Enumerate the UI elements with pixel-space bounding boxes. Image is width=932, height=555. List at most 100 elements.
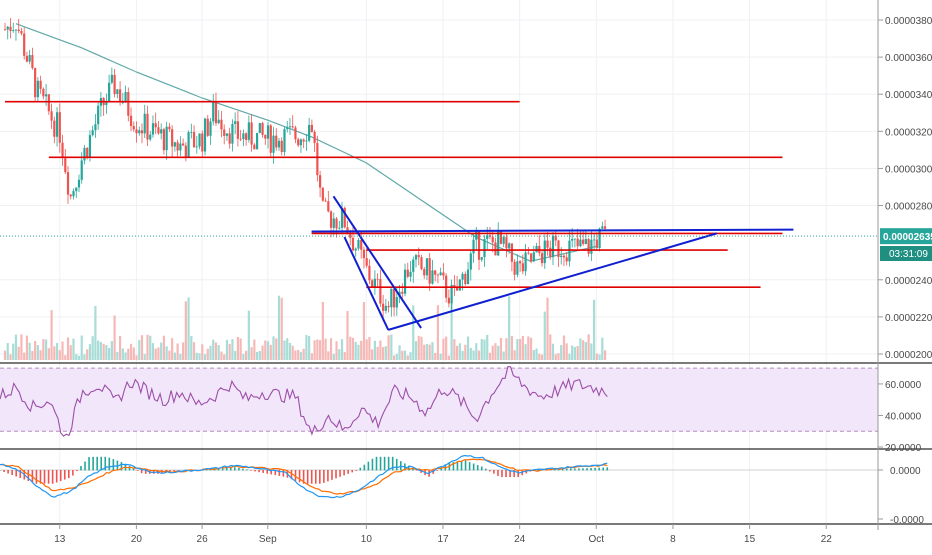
volume-bar — [390, 334, 393, 360]
rsi-axis[interactable]: 60.0000 40.0000 20.0000 — [878, 380, 922, 454]
time-axis[interactable]: 13 20 26 Sep 10 17 24 Oct 8 15 22 — [54, 524, 832, 545]
candle-body — [168, 126, 171, 130]
macd-histogram-bar — [371, 458, 374, 471]
candle-body — [110, 74, 113, 83]
volume-bar — [25, 335, 29, 360]
macd-histogram-bar — [0, 470, 1, 471]
candle-body — [288, 126, 292, 128]
candle-body — [12, 30, 15, 32]
volume-bar — [132, 347, 135, 360]
volume-bar — [354, 341, 357, 360]
volume-bar — [55, 343, 59, 360]
candle-body — [61, 142, 64, 159]
rsi-pane[interactable] — [0, 365, 878, 437]
candle-body — [360, 239, 363, 250]
candle-body — [332, 218, 335, 228]
volume-bar — [12, 343, 15, 360]
candle-body — [264, 134, 267, 139]
volume-bar — [165, 346, 168, 360]
volume-bar — [373, 340, 376, 360]
volume-bar — [149, 335, 152, 360]
volume-bar — [582, 340, 585, 360]
volume-bars — [3, 295, 607, 360]
candle-body — [184, 145, 187, 157]
macd-histogram-bar — [464, 460, 467, 471]
volume-bar — [127, 348, 130, 360]
macd-histogram-bar — [55, 470, 58, 483]
macd-histogram-bar — [420, 470, 422, 473]
macd-histogram-bar — [436, 470, 439, 471]
candle-body — [151, 123, 155, 135]
candle-body — [472, 239, 475, 254]
trend-line-1[interactable] — [332, 195, 422, 329]
candle-body — [127, 91, 130, 116]
trend-line-0[interactable] — [311, 228, 794, 233]
volume-bar — [382, 347, 385, 360]
candle-body — [357, 239, 360, 249]
macd-histogram-bar — [246, 469, 248, 471]
macd-histogram-bar — [480, 466, 483, 471]
volume-bar — [108, 347, 111, 360]
volume-bar — [338, 349, 341, 360]
macd-pane[interactable] — [0, 454, 878, 499]
macd-histogram-bar — [460, 460, 463, 471]
volume-bar — [239, 338, 242, 360]
macd-line — [0, 454, 608, 499]
volume-bar — [565, 343, 568, 360]
volume-bar — [329, 338, 333, 360]
volume-bar — [579, 338, 582, 360]
volume-bar — [206, 348, 209, 360]
candle-body — [171, 129, 174, 147]
candle-body — [365, 258, 368, 266]
volume-bar — [590, 343, 593, 360]
volume-bar — [266, 341, 270, 360]
macd-histogram-bar — [509, 470, 511, 478]
macd-histogram-bar — [343, 470, 345, 476]
macd-histogram-bar — [432, 470, 434, 474]
macd-axis[interactable]: 0.0000 -0.0000 — [878, 466, 924, 526]
volume-bar — [247, 310, 250, 360]
macd-histogram-bar — [136, 470, 139, 471]
volume-bar — [88, 344, 92, 360]
macd-histogram-bar — [234, 467, 236, 471]
candle-body — [450, 284, 453, 304]
volume-bar — [124, 352, 127, 360]
candle-body — [316, 143, 319, 176]
volume-bar — [302, 348, 305, 360]
candle-body — [140, 130, 144, 134]
volume-bar — [456, 345, 459, 360]
time-tick-label: 26 — [197, 534, 209, 545]
candle-body — [439, 272, 442, 276]
volume-bar — [584, 341, 587, 360]
macd-histogram-bar — [501, 470, 503, 478]
drawing-tools[interactable] — [5, 100, 794, 331]
time-tick-label: 15 — [744, 534, 756, 545]
trend-line-2[interactable] — [343, 236, 390, 331]
trend-line-3[interactable] — [387, 232, 718, 331]
volume-bar — [595, 353, 598, 360]
macd-histogram-bar — [331, 470, 333, 480]
volume-bar — [105, 344, 108, 360]
volume-bar — [116, 351, 119, 360]
macd-histogram-bar — [574, 468, 576, 471]
volume-bar — [516, 338, 519, 360]
candle-body — [521, 263, 524, 272]
volume-bar — [9, 354, 12, 360]
candlestick-series[interactable] — [3, 18, 607, 322]
volume-bar — [406, 355, 409, 360]
volume-bar — [253, 339, 256, 360]
volume-bar — [472, 350, 475, 360]
macd-histogram-bar — [375, 456, 378, 471]
candle-body — [524, 252, 527, 272]
macd-histogram-bar — [395, 458, 398, 471]
candle-body — [129, 115, 133, 127]
macd-histogram-bar — [294, 470, 297, 481]
candle-body — [97, 105, 100, 125]
candle-body — [34, 68, 37, 98]
volume-bar — [242, 353, 245, 360]
volume-bar — [346, 310, 349, 360]
candle-body — [395, 297, 398, 308]
